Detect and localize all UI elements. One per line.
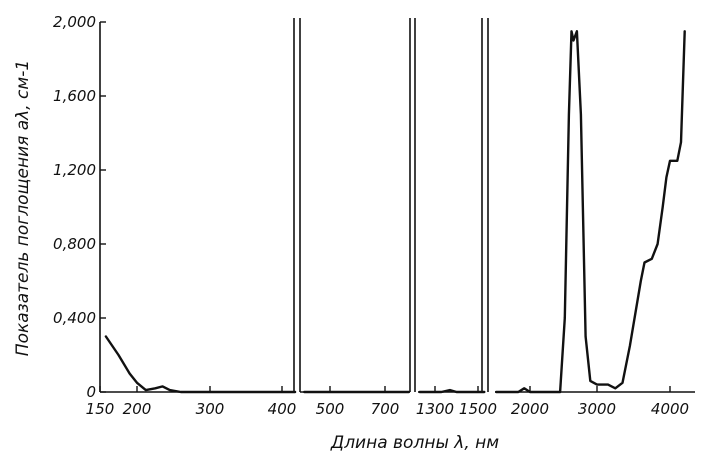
y-tick-label: 0,800: [53, 235, 96, 253]
absorption-curve-segment: [418, 388, 486, 394]
x-tick-label: 2000: [511, 400, 549, 418]
x-tick-label: 150: [86, 400, 115, 418]
y-tick-label: 2,000: [53, 13, 96, 31]
x-ticks: 150 200 300 400 500 700 1300 1500 2000 3000 4000: [86, 386, 689, 418]
x-tick-label: 400: [268, 400, 297, 418]
absorption-curve-segment: [495, 30, 686, 394]
y-tick-label: 1,200: [53, 161, 96, 179]
x-tick-label: 3000: [578, 400, 616, 418]
x-tick-label: 1500: [459, 400, 497, 418]
data-series: [104, 30, 686, 394]
x-tick-label: 300: [196, 400, 225, 418]
x-tick-label: 4000: [651, 400, 689, 418]
y-tick-label: 0,400: [53, 309, 96, 327]
y-axis-label: Показатель поглощения aλ, см-1: [13, 60, 33, 356]
x-tick-label: 1300: [416, 400, 454, 418]
x-axis-label: Длина волны λ, нм: [330, 433, 499, 453]
x-tick-label: 200: [123, 400, 152, 418]
y-ticks: 0 0,400 0,800 1,200 1,600 2,000: [53, 13, 106, 401]
y-tick-label: 1,600: [53, 87, 96, 105]
absorption-curve-segment: [104, 335, 297, 394]
x-tick-label: 700: [371, 400, 400, 418]
y-tick-label: 0: [86, 383, 96, 401]
x-tick-label: 500: [316, 400, 345, 418]
axes: [99, 18, 695, 393]
